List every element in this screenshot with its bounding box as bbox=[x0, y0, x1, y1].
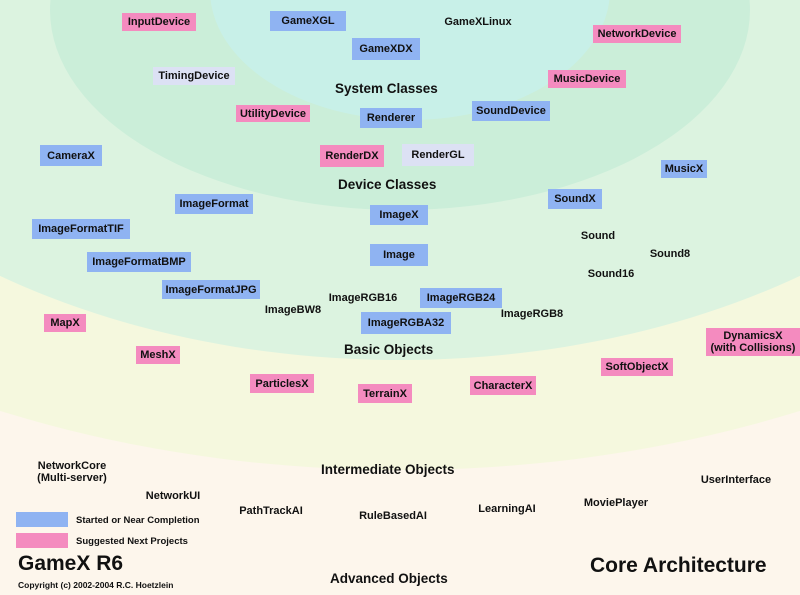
module-rendergl: RenderGL bbox=[402, 144, 474, 166]
module-gamexlinux: GameXLinux bbox=[444, 16, 512, 28]
module-soundx: SoundX bbox=[548, 189, 602, 209]
module-dynamicsx: DynamicsX (with Collisions) bbox=[706, 328, 800, 356]
legend-swatch-suggested bbox=[16, 533, 68, 548]
copyright-notice: Copyright (c) 2002-2004 R.C. Hoetzlein bbox=[18, 580, 174, 590]
module-mapx: MapX bbox=[44, 314, 86, 332]
legend-swatch-started bbox=[16, 512, 68, 527]
module-rulebasedai: RuleBasedAI bbox=[359, 510, 427, 522]
module-musicdevice: MusicDevice bbox=[548, 70, 626, 88]
module-networkcore: NetworkCore (Multi-server) bbox=[37, 460, 107, 484]
module-musicx: MusicX bbox=[661, 160, 707, 178]
module-learningai: LearningAI bbox=[478, 503, 536, 515]
module-gamexgl: GameXGL bbox=[270, 11, 346, 31]
module-gamexdx: GameXDX bbox=[352, 38, 420, 60]
module-imagergba32: ImageRGBA32 bbox=[361, 312, 451, 334]
legend-label-suggested: Suggested Next Projects bbox=[76, 536, 188, 547]
module-pathtrackai: PathTrackAI bbox=[239, 505, 303, 517]
module-imagebw8: ImageBW8 bbox=[264, 304, 322, 316]
module-movieplayer: MoviePlayer bbox=[583, 497, 649, 509]
diagram-title: GameX R6 bbox=[18, 552, 124, 575]
module-renderer: Renderer bbox=[360, 108, 422, 128]
module-sound: Sound bbox=[580, 230, 616, 242]
module-camerax: CameraX bbox=[40, 145, 102, 166]
module-terrainx: TerrainX bbox=[358, 384, 412, 403]
module-imageformatjpg: ImageFormatJPG bbox=[162, 280, 260, 299]
module-sounddevice: SoundDevice bbox=[472, 101, 550, 121]
module-utilitydevice: UtilityDevice bbox=[236, 105, 310, 122]
module-imageformat: ImageFormat bbox=[175, 194, 253, 214]
module-imageformattif: ImageFormatTIF bbox=[32, 219, 130, 239]
module-timingdevice: TimingDevice bbox=[153, 67, 235, 85]
module-imagergb16: ImageRGB16 bbox=[328, 292, 398, 304]
module-imageformatbmp: ImageFormatBMP bbox=[87, 252, 191, 272]
module-image: Image bbox=[370, 244, 428, 266]
module-sound8: Sound8 bbox=[649, 248, 691, 260]
module-imagergb24: ImageRGB24 bbox=[420, 288, 502, 308]
module-particlesx: ParticlesX bbox=[250, 374, 314, 393]
diagram-subtitle: Core Architecture bbox=[590, 554, 767, 577]
layer-label-intermediate-objects: Intermediate Objects bbox=[321, 462, 455, 477]
layer-label-device-classes: Device Classes bbox=[338, 177, 437, 192]
layer-label-advanced-objects: Advanced Objects bbox=[330, 571, 448, 586]
module-userinterface: UserInterface bbox=[700, 474, 772, 486]
module-imagergb8: ImageRGB8 bbox=[500, 308, 564, 320]
module-meshx: MeshX bbox=[136, 346, 180, 364]
module-networkui: NetworkUI bbox=[145, 490, 201, 502]
module-renderdx: RenderDX bbox=[320, 145, 384, 167]
module-sound16: Sound16 bbox=[587, 268, 635, 280]
module-inputdevice: InputDevice bbox=[122, 13, 196, 31]
module-networkdevice: NetworkDevice bbox=[593, 25, 681, 43]
module-characterx: CharacterX bbox=[470, 376, 536, 395]
legend-label-started: Started or Near Completion bbox=[76, 515, 200, 526]
layer-label-system-classes: System Classes bbox=[335, 81, 438, 96]
module-softobjectx: SoftObjectX bbox=[601, 358, 673, 376]
module-imagex: ImageX bbox=[370, 205, 428, 225]
layer-label-basic-objects: Basic Objects bbox=[344, 342, 434, 357]
